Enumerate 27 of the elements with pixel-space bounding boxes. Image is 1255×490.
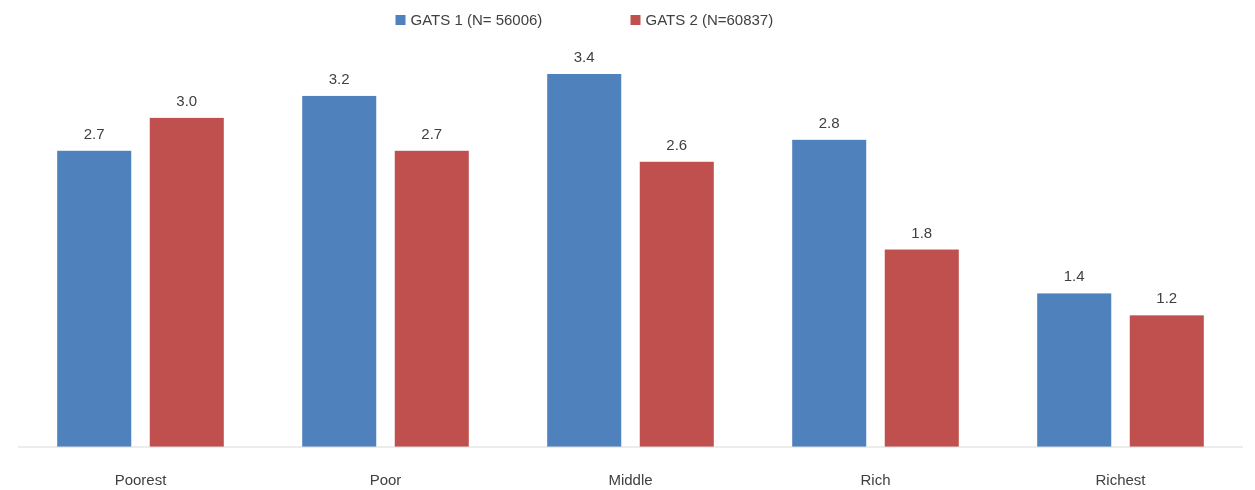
x-tick-label: Poor <box>369 471 402 488</box>
x-tick-label: Richest <box>1095 471 1147 488</box>
data-label: 2.6 <box>666 135 688 153</box>
data-label: 1.8 <box>911 223 933 241</box>
bar <box>639 161 714 447</box>
bar <box>149 117 224 447</box>
data-label: 2.8 <box>818 113 840 131</box>
x-tick-label: Middle <box>608 471 653 488</box>
data-label: 2.7 <box>421 124 443 142</box>
legend-label: GATS 1 (N= 56006) <box>410 11 543 28</box>
data-label: 3.0 <box>176 91 198 109</box>
bar <box>792 139 867 447</box>
bar <box>57 150 132 447</box>
bar <box>547 74 622 447</box>
bar <box>394 150 469 447</box>
data-label: 1.4 <box>1063 267 1085 285</box>
bar <box>1037 293 1112 447</box>
data-label: 1.2 <box>1156 289 1178 307</box>
x-tick-label: Poorest <box>114 471 168 488</box>
data-label: 2.7 <box>83 124 105 142</box>
x-tick-label: Rich <box>860 471 891 488</box>
bar <box>884 249 959 447</box>
legend-label: GATS 2 (N=60837) <box>645 11 774 28</box>
data-label: 3.4 <box>573 48 595 65</box>
bar <box>302 95 377 447</box>
data-label: 3.2 <box>328 69 350 87</box>
bar <box>1129 315 1204 447</box>
